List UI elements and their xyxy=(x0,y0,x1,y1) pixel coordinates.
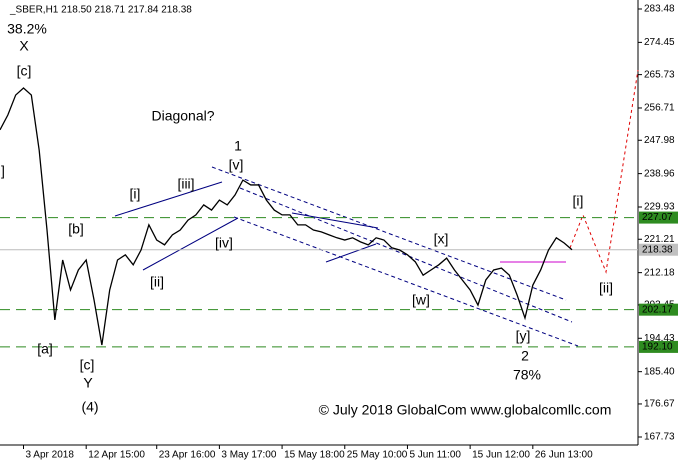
y-tick-label: 247.98 xyxy=(644,135,675,146)
annotation: (4) xyxy=(81,399,98,415)
annotation: 78% xyxy=(513,367,541,383)
annotation: 1 xyxy=(234,138,242,154)
annotation: [v] xyxy=(229,157,244,173)
forecast xyxy=(569,69,639,274)
price-label-box xyxy=(639,243,678,256)
price-line xyxy=(0,87,573,346)
y-tick-label: 185.40 xyxy=(644,366,675,377)
x-tick-label: 3 May 17:00 xyxy=(221,450,276,461)
price-label: 227.07 xyxy=(642,212,673,223)
annotation: ] xyxy=(1,163,5,179)
y-tick-label: 221.21 xyxy=(644,234,675,245)
y-tick-label: 176.67 xyxy=(644,399,675,410)
x-tick-label: 12 Apr 15:00 xyxy=(88,450,145,461)
annotation: 2 xyxy=(521,348,529,364)
annotation: [c] xyxy=(80,357,95,373)
annotation: X xyxy=(19,38,29,54)
x-tick-label: 25 May 10:00 xyxy=(347,450,408,461)
drawings xyxy=(114,69,639,347)
channel xyxy=(239,187,573,323)
y-tick-label: 212.18 xyxy=(644,267,675,278)
y-tick-label: 283.48 xyxy=(644,4,675,15)
price-label-box xyxy=(639,211,678,224)
trendline xyxy=(114,181,223,217)
price-label-box xyxy=(639,340,678,353)
x-tick-label: 26 Jun 13:00 xyxy=(535,450,593,461)
trendline xyxy=(291,212,379,229)
x-tick-label: 5 Jun 11:00 xyxy=(409,450,461,461)
annotation: 38.2% xyxy=(7,21,47,37)
annotation: Diagonal? xyxy=(151,108,214,124)
x-tick-label: 23 Apr 16:00 xyxy=(159,450,216,461)
annotation: [iv] xyxy=(215,235,233,251)
price-label: 192.10 xyxy=(642,342,673,353)
x-tick-label: 3 Apr 2018 xyxy=(26,450,75,461)
y-tick-label: 274.45 xyxy=(644,37,675,48)
y-tick-label: 238.96 xyxy=(644,168,675,179)
annotation: [a] xyxy=(37,341,53,357)
annotation: [y] xyxy=(516,328,531,344)
channel xyxy=(233,216,579,347)
y-tick-label: 167.73 xyxy=(644,432,675,443)
annotation: [i] xyxy=(130,186,141,202)
price-label-box xyxy=(639,303,678,316)
annotation: [ii] xyxy=(599,280,613,296)
annotation: [ii] xyxy=(150,274,164,290)
annotation: [i] xyxy=(573,193,584,209)
annotation: [b] xyxy=(68,221,84,237)
header: _SBER,H1 218.50 218.71 217.84 218.38 xyxy=(9,5,192,16)
annotation: [x] xyxy=(434,231,449,247)
y-tick-label: 229.93 xyxy=(644,202,675,213)
annotation: Y xyxy=(83,375,93,391)
price-label: 202.17 xyxy=(642,304,673,315)
y-tick-label: 265.73 xyxy=(644,69,675,80)
annotation: [c] xyxy=(17,63,32,79)
trendline xyxy=(325,243,377,263)
y-tick-label: 256.71 xyxy=(644,103,675,114)
price-label: 218.38 xyxy=(642,244,673,255)
annotation: © July 2018 GlobalCom www.globalcomllc.c… xyxy=(319,402,612,418)
channel xyxy=(211,166,567,301)
x-tick-label: 15 Jun 12:00 xyxy=(472,450,530,461)
x-tick-label: 15 May 18:00 xyxy=(284,450,345,461)
annotation: [w] xyxy=(412,292,430,308)
annotation: [iii] xyxy=(177,176,194,192)
y-tick-label: 194.43 xyxy=(644,333,675,344)
trendline xyxy=(142,217,239,271)
